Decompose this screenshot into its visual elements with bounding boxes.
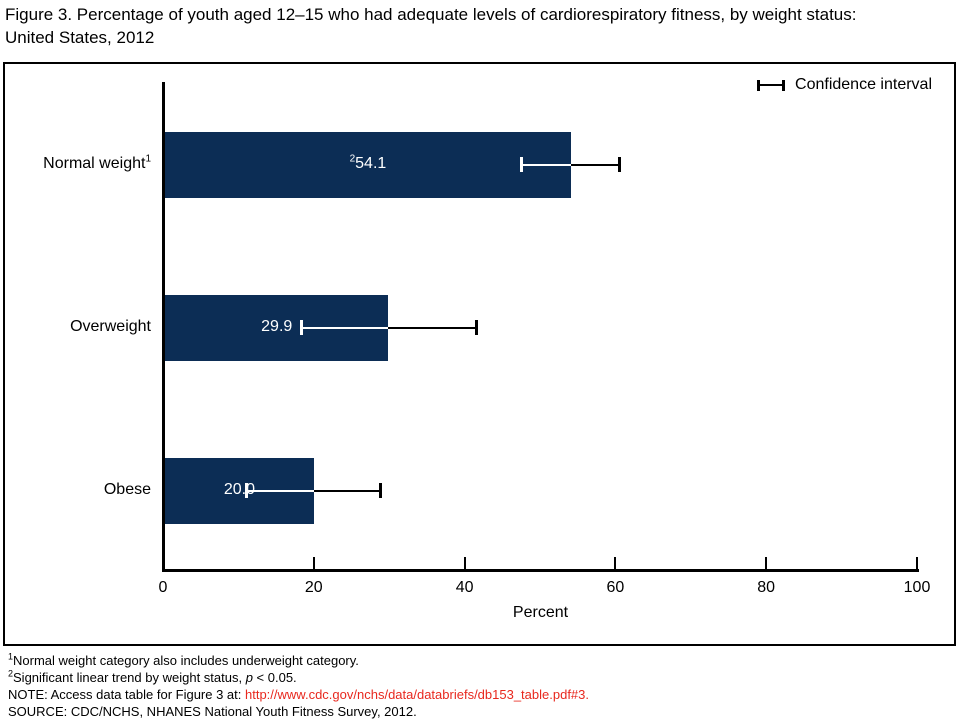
ci-cap-upper	[378, 483, 382, 498]
footnote-2-pvalue: p	[245, 670, 253, 685]
note-prefix: NOTE: Access data table for Figure 3 at:	[8, 687, 245, 702]
ci-cap-lower	[244, 483, 248, 498]
legend: Confidence interval	[757, 76, 932, 94]
x-axis-tick	[614, 557, 617, 569]
chart-plot-area: Confidence interval Percent 0 20 40 60 80 100…	[5, 64, 954, 644]
bar-value-label: 254.1	[349, 153, 387, 172]
x-axis-tick-label: 40	[455, 579, 474, 596]
ci-line-inside	[521, 163, 571, 166]
ci-cap-upper	[474, 320, 478, 335]
ci-line-outside	[313, 489, 381, 492]
note-suffix: .	[585, 687, 590, 702]
chart-frame: Confidence interval Percent 0 20 40 60 80 100…	[3, 62, 956, 646]
figure-title-line1: Figure 3. Percentage of youth aged 12–15…	[5, 5, 857, 24]
legend-label: Confidence interval	[795, 76, 932, 93]
footnote-1: 1Normal weight category also includes un…	[8, 652, 948, 669]
footnote-2-text: Significant linear trend by weight statu…	[13, 670, 246, 685]
x-axis-tick-label: 0	[158, 579, 168, 596]
ci-line-inside	[245, 489, 314, 492]
figure-title-line2: United States, 2012	[5, 27, 155, 47]
footnote-note: NOTE: Access data table for Figure 3 at:…	[8, 686, 948, 703]
x-axis-tick-label: 80	[757, 579, 776, 596]
ci-line-inside	[300, 326, 389, 329]
ci-line-outside	[388, 326, 477, 329]
x-axis-tick-label: 20	[304, 579, 323, 596]
footnote-1-marker: 1	[8, 651, 14, 662]
bar	[165, 131, 571, 198]
footnote-source: SOURCE: CDC/NCHS, NHANES National Youth …	[8, 704, 417, 719]
x-axis-tick	[916, 557, 918, 569]
category-label: Obese	[103, 480, 151, 498]
footnote-2-text-post: < 0.05.	[252, 670, 297, 685]
category-label: Overweight	[70, 317, 151, 335]
data-table-link[interactable]: http://www.cdc.gov/nchs/data/databriefs/…	[245, 687, 586, 702]
value-footnote-marker: 2	[349, 153, 356, 165]
category-footnote-marker: 1	[145, 153, 151, 165]
category-label: Normal weight1	[43, 153, 151, 172]
ci-line-outside	[570, 163, 620, 166]
ci-cap-lower	[520, 157, 524, 172]
footnote-1-text: Normal weight category also includes und…	[13, 653, 359, 668]
x-axis-tick	[312, 557, 315, 569]
x-axis-line	[162, 569, 919, 572]
bar-value-label: 29.9	[261, 317, 293, 335]
x-axis-tick	[463, 557, 466, 569]
figure-title: Figure 3. Percentage of youth aged 12–15…	[5, 4, 953, 49]
x-axis-title: Percent	[512, 604, 569, 621]
footnote-2: 2Significant linear trend by weight stat…	[8, 669, 948, 686]
ci-cap-lower	[299, 320, 303, 335]
x-axis-tick-label: 100	[903, 579, 931, 596]
x-axis-tick-label: 60	[606, 579, 625, 596]
footnote-2-marker: 2	[8, 668, 14, 679]
x-axis-tick	[162, 557, 164, 569]
confidence-interval-icon	[757, 79, 786, 91]
ci-cap-upper	[617, 157, 621, 172]
x-axis-tick	[765, 557, 768, 569]
footnotes: 1Normal weight category also includes un…	[8, 652, 948, 720]
y-axis-line	[162, 82, 165, 572]
